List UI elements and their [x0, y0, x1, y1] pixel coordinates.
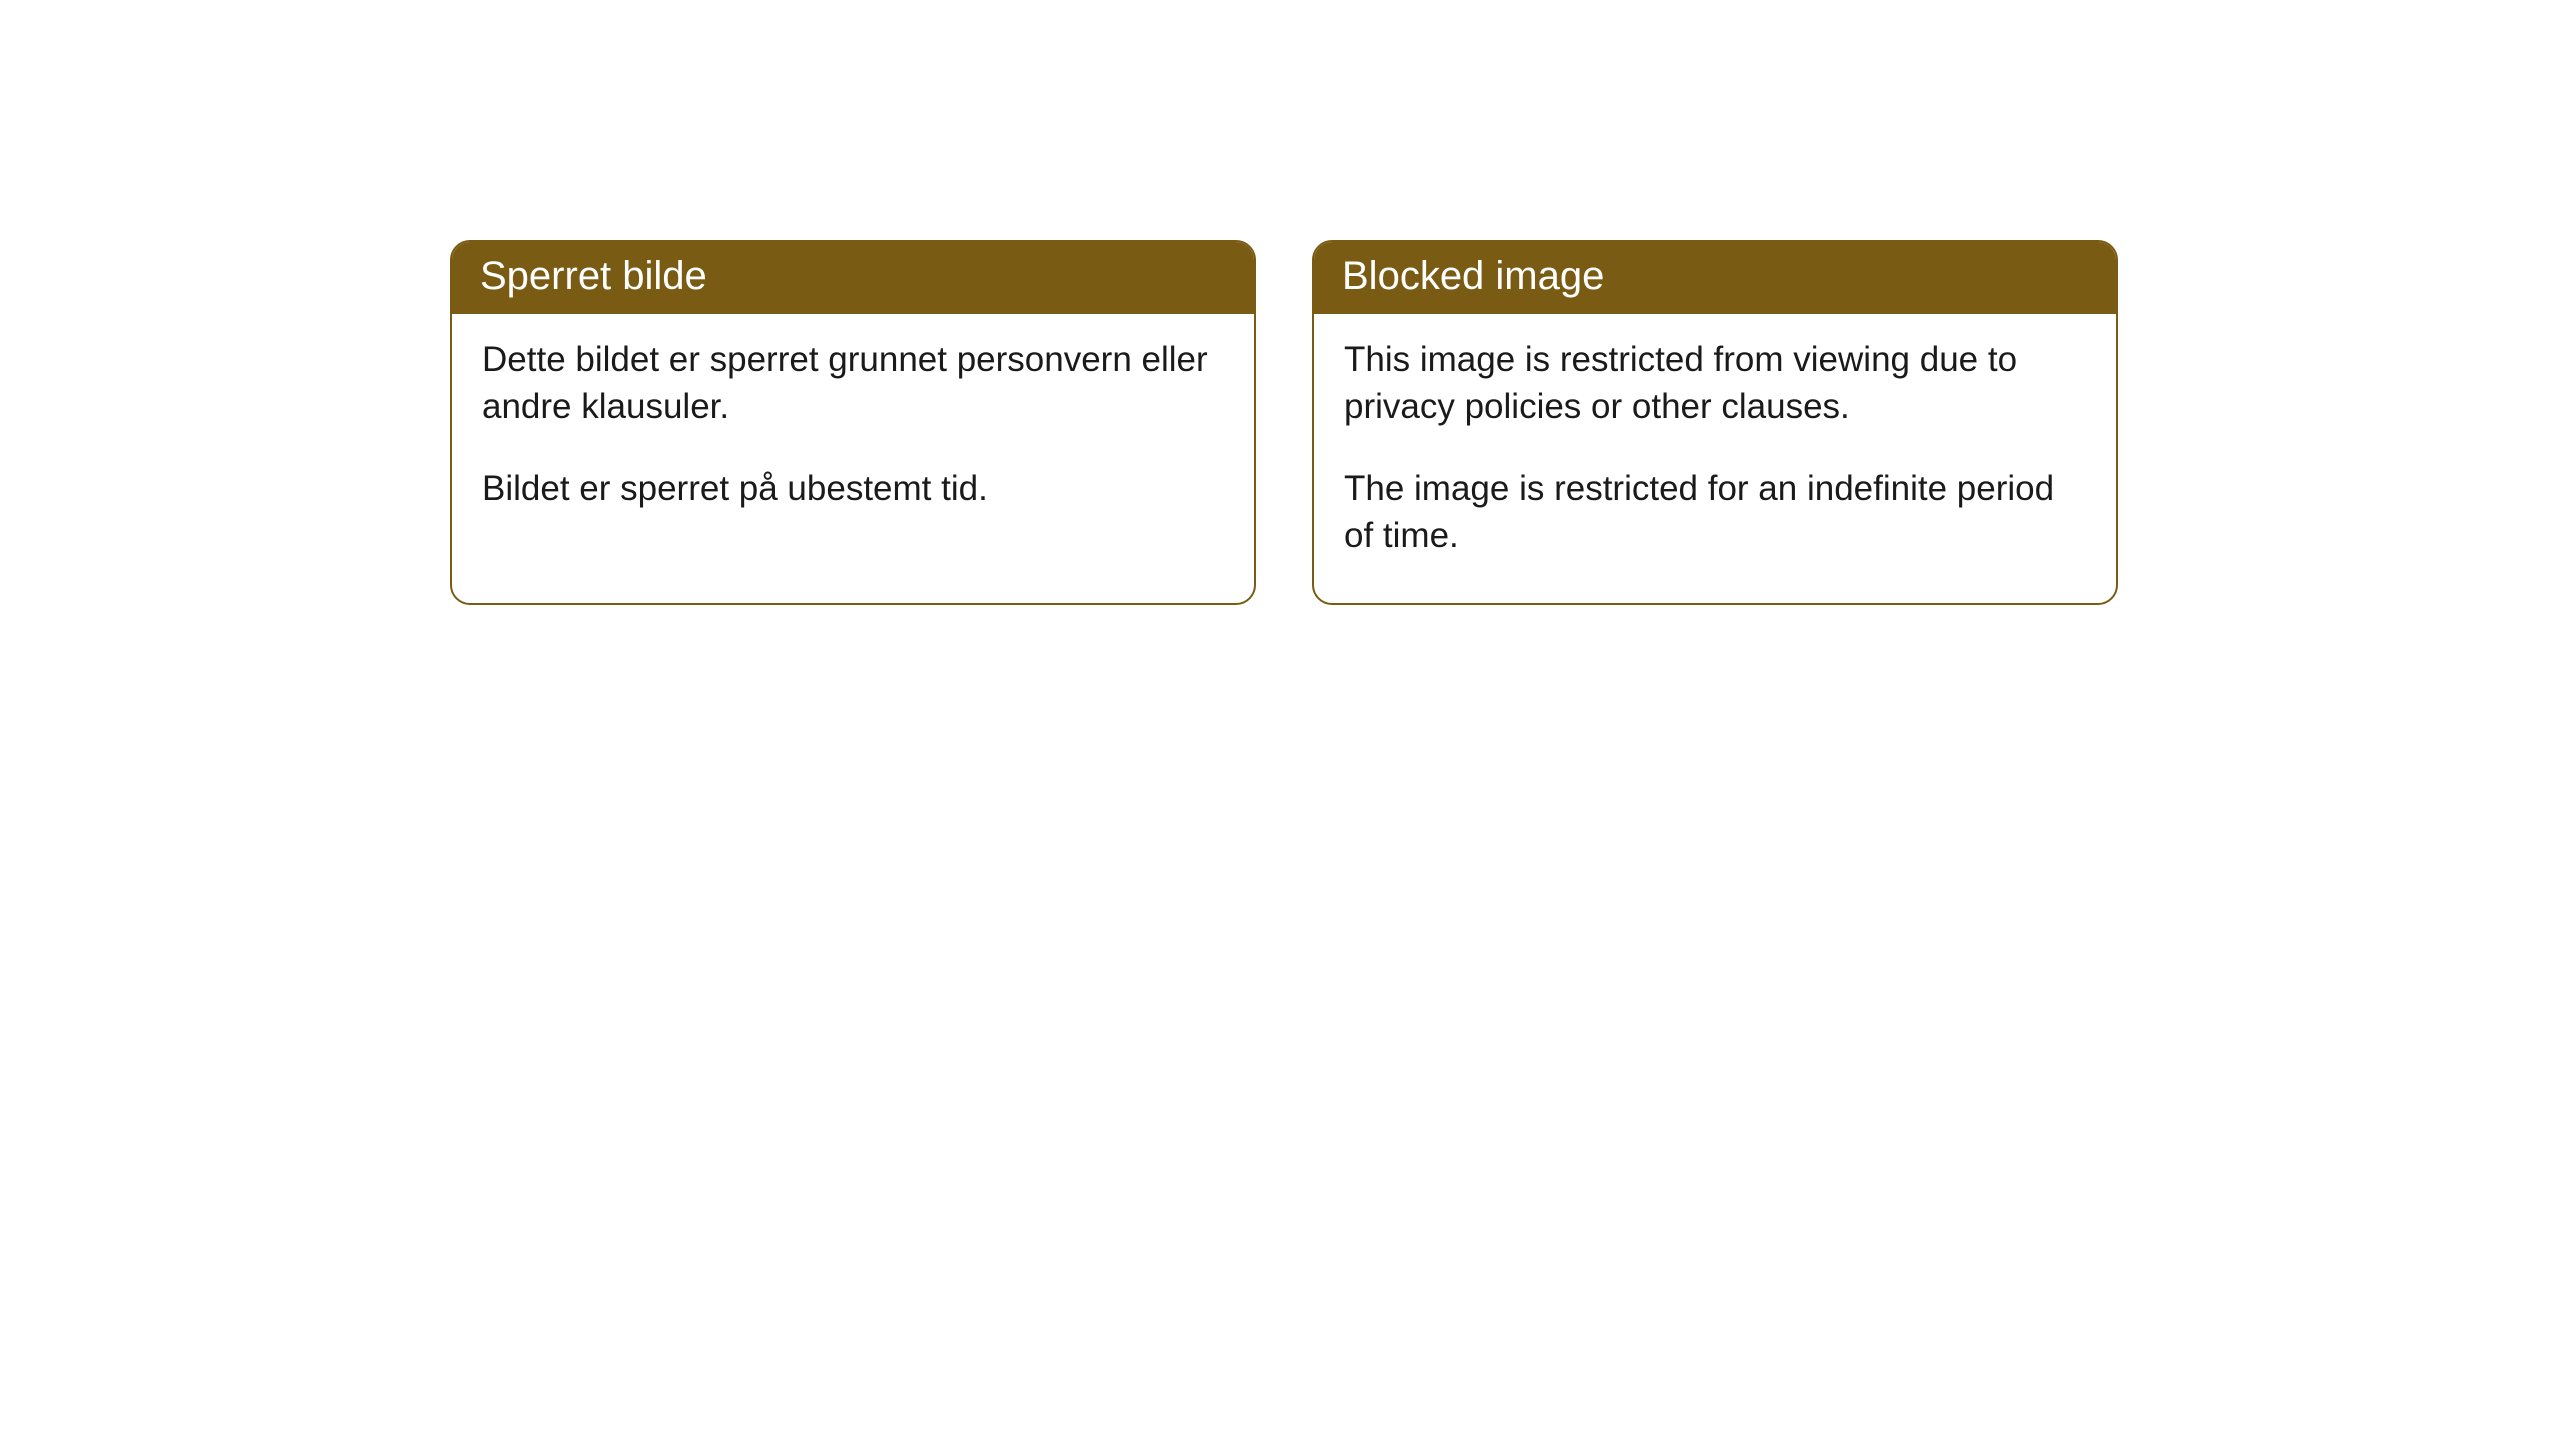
notice-cards-container: Sperret bilde Dette bildet er sperret gr… [0, 0, 2560, 605]
card-text-norwegian-1: Dette bildet er sperret grunnet personve… [482, 336, 1224, 431]
card-body-norwegian: Dette bildet er sperret grunnet personve… [452, 314, 1254, 556]
card-header-english: Blocked image [1314, 242, 2116, 314]
card-header-norwegian: Sperret bilde [452, 242, 1254, 314]
card-body-english: This image is restricted from viewing du… [1314, 314, 2116, 603]
blocked-image-card-english: Blocked image This image is restricted f… [1312, 240, 2118, 605]
card-text-english-2: The image is restricted for an indefinit… [1344, 465, 2086, 560]
card-text-norwegian-2: Bildet er sperret på ubestemt tid. [482, 465, 1224, 512]
blocked-image-card-norwegian: Sperret bilde Dette bildet er sperret gr… [450, 240, 1256, 605]
card-text-english-1: This image is restricted from viewing du… [1344, 336, 2086, 431]
